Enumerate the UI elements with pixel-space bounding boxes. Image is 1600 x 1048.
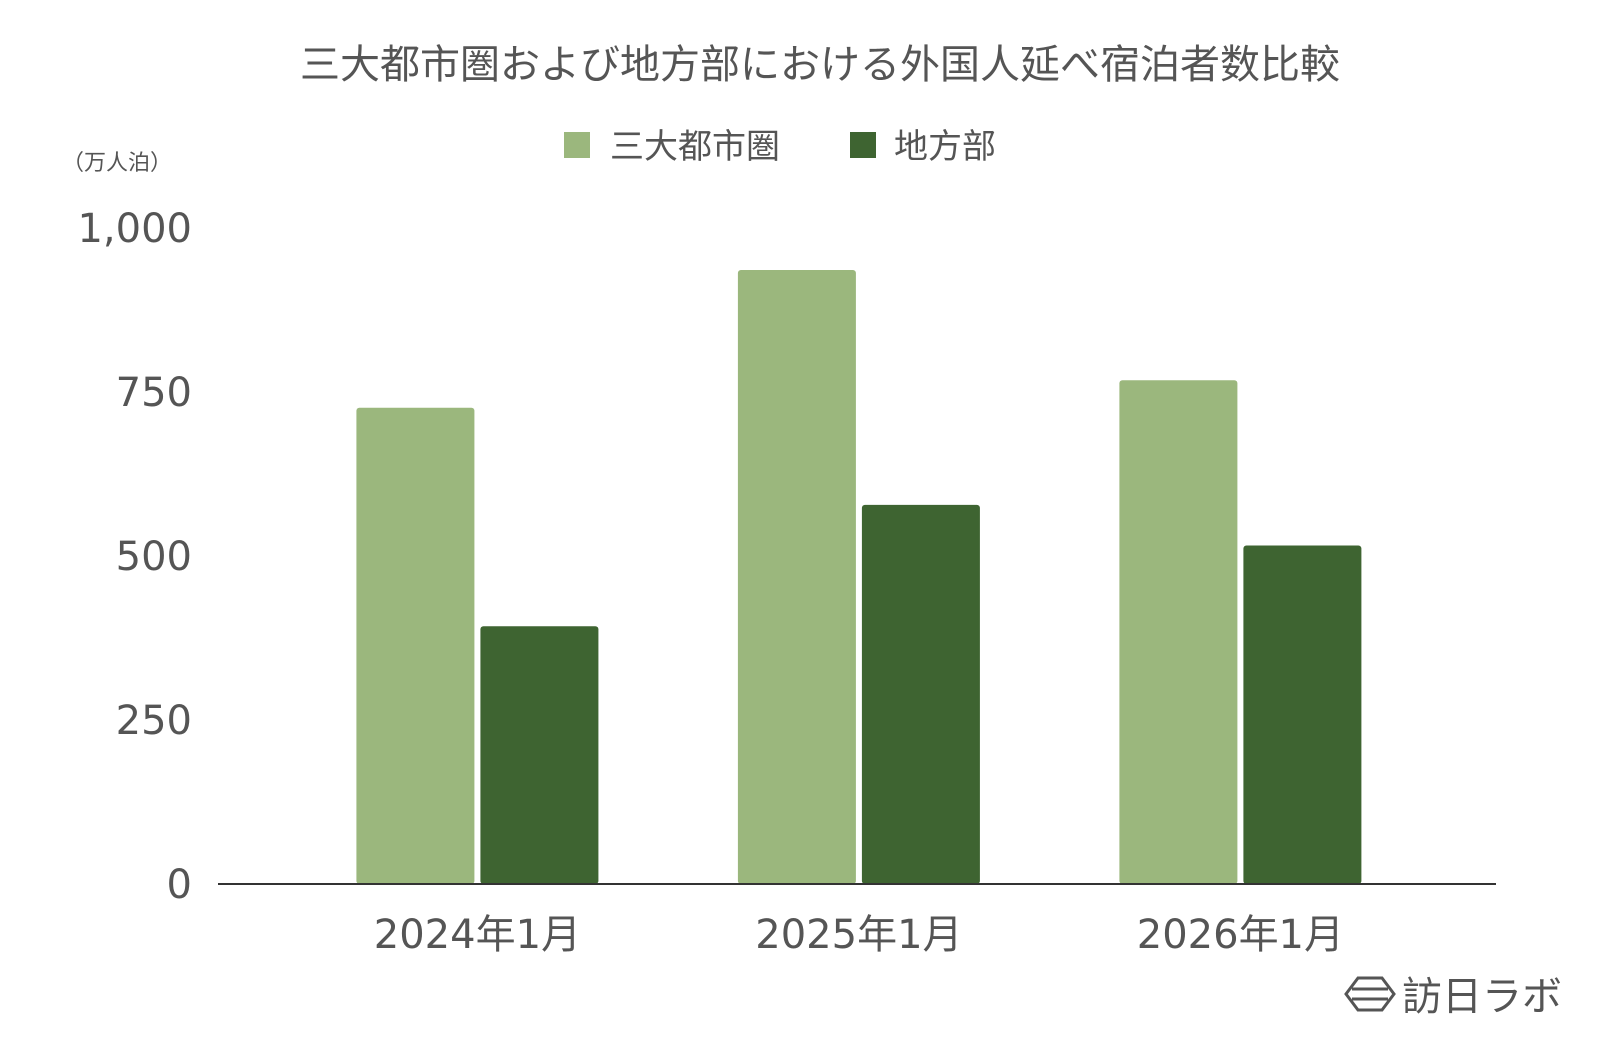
y-axis-ticks: 0 250 500 750 1,000: [77, 206, 192, 908]
bar-metro: [737, 269, 856, 884]
legend: 三大都市圏 地方部: [564, 127, 996, 167]
bar-metro: [356, 407, 475, 884]
y-tick-label: 500: [116, 534, 192, 580]
legend-swatch-metro: [564, 132, 590, 158]
bars: [356, 269, 1362, 884]
brand-logo-text: 訪日ラボ: [1402, 974, 1562, 1020]
x-tick-label: 2026年1月: [1137, 912, 1344, 958]
x-tick-label: 2024年1月: [374, 912, 581, 958]
bar-regional: [480, 626, 599, 884]
y-tick-label: 250: [116, 698, 192, 744]
bar-regional: [1243, 545, 1362, 884]
bar-metro: [1119, 380, 1238, 884]
y-tick-label: 750: [116, 370, 192, 416]
y-axis-unit-label: （万人泊）: [62, 151, 172, 176]
hexagon-icon: [1344, 976, 1396, 1012]
legend-label-regional: 地方部: [894, 127, 996, 167]
x-axis-labels: 2024年1月 2025年1月 2026年1月: [374, 912, 1344, 958]
y-tick-label: 1,000: [77, 206, 192, 252]
brand-logo: 訪日ラボ: [1344, 974, 1562, 1020]
x-tick-label: 2025年1月: [755, 912, 962, 958]
bar-regional: [861, 504, 980, 884]
legend-label-metro: 三大都市圏: [610, 127, 780, 167]
chart-title: 三大都市圏および地方部における外国人延べ宿泊者数比較: [300, 42, 1340, 88]
legend-swatch-regional: [850, 132, 876, 158]
y-tick-label: 0: [167, 862, 192, 908]
